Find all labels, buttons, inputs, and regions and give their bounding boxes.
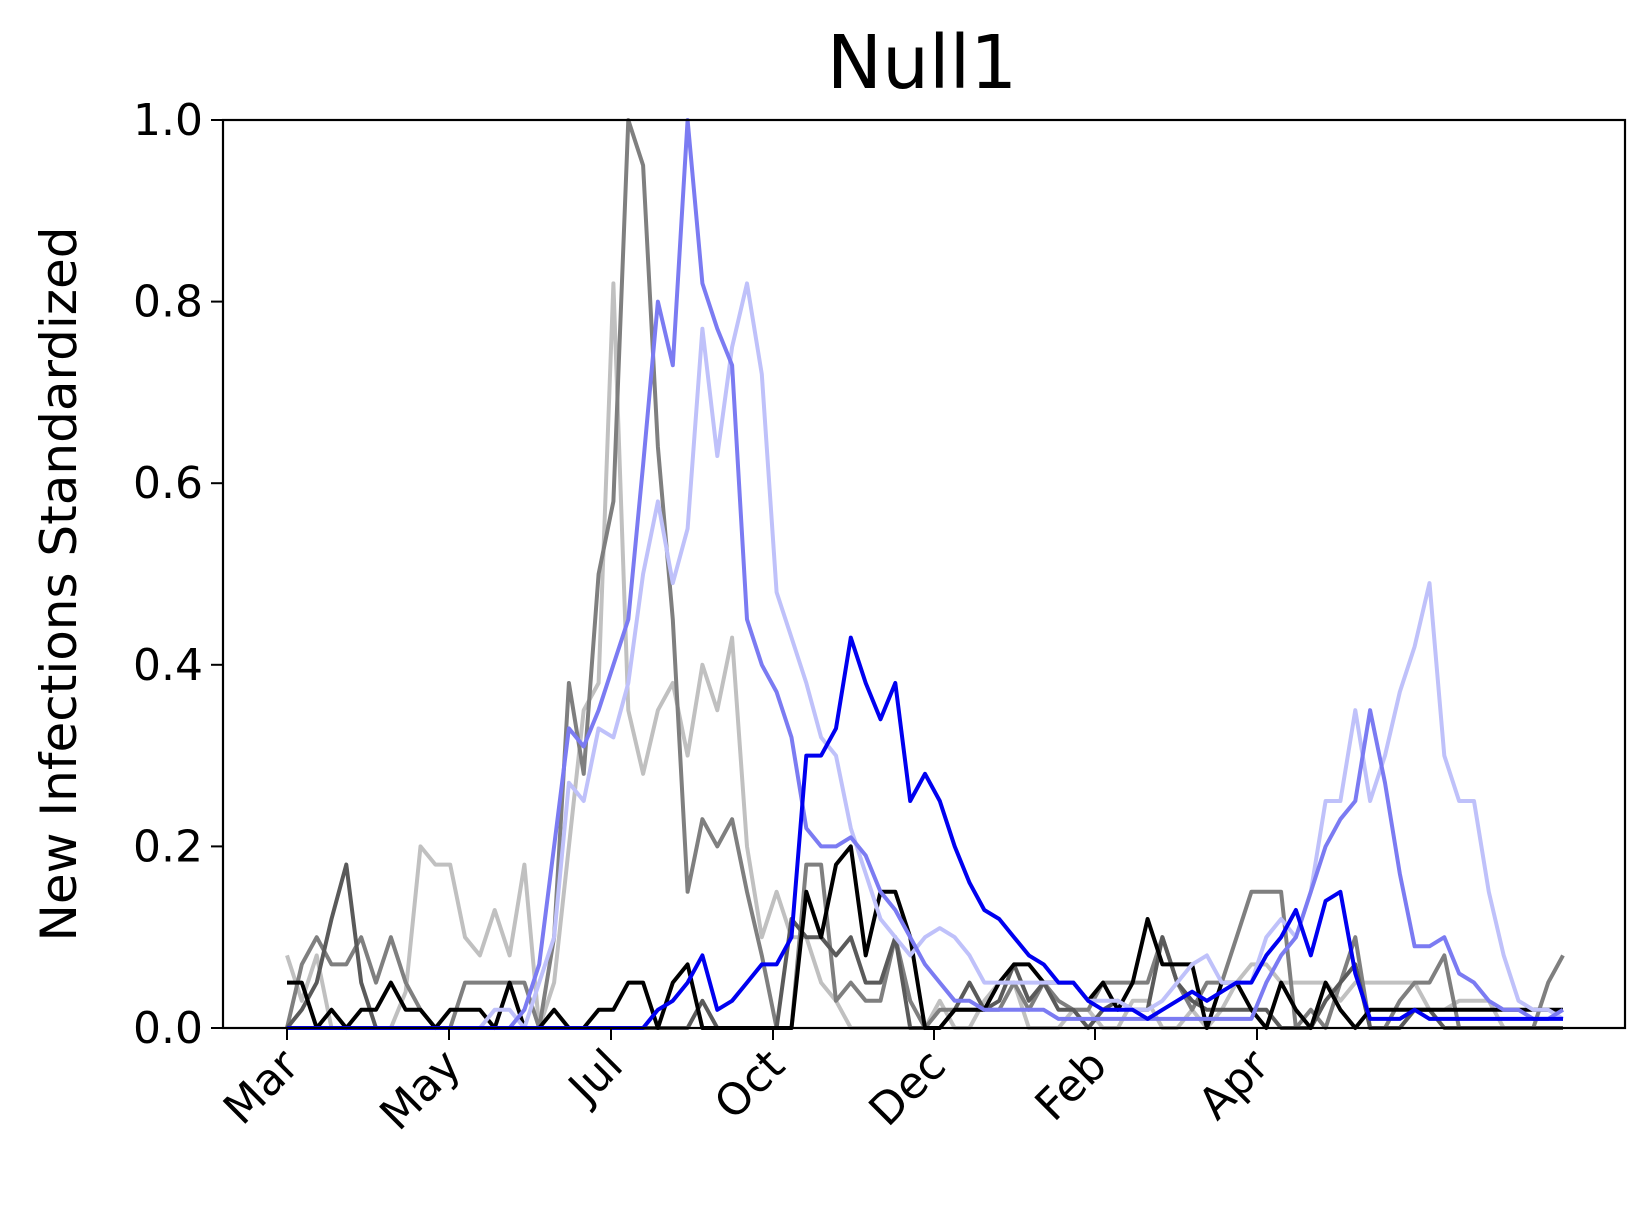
series-line-6	[287, 118, 1565, 1030]
series-layer	[285, 118, 1565, 1030]
x-tick-label-feb: Feb	[1026, 1040, 1117, 1131]
plot-frame	[221, 118, 1627, 1030]
y-tick-label-1: 0.2	[133, 821, 203, 872]
x-tick-label-mar: Mar	[214, 1039, 309, 1134]
y-axis-label: New Infections Standardized	[30, 226, 88, 941]
y-tick-label-0: 0.0	[133, 1003, 203, 1054]
x-tick-label-may: May	[370, 1040, 470, 1140]
y-tick-label-5: 1.0	[133, 95, 203, 146]
series-line-1	[285, 281, 1563, 1030]
series-line-3	[285, 862, 1563, 1030]
x-tick-label-apr: Apr	[1189, 1039, 1280, 1130]
y-tick-label-4: 0.8	[133, 277, 203, 328]
x-tick-label-dec: Dec	[860, 1040, 956, 1136]
series-line-5	[287, 281, 1565, 1030]
chart-title: Null1	[827, 20, 1017, 106]
x-tick-label-jul: Jul	[557, 1040, 633, 1116]
series-line-2	[285, 118, 1565, 1030]
series-line-7	[287, 635, 1563, 1030]
x-tick-label-oct: Oct	[705, 1040, 795, 1130]
x-axis: Mar May Jul Oct Dec Feb Apr	[214, 1028, 1279, 1140]
y-tick-label-3: 0.6	[133, 458, 203, 509]
y-axis: 0.0 0.2 0.4 0.6 0.8 1.0	[133, 95, 223, 1054]
y-tick-label-2: 0.4	[133, 640, 203, 691]
